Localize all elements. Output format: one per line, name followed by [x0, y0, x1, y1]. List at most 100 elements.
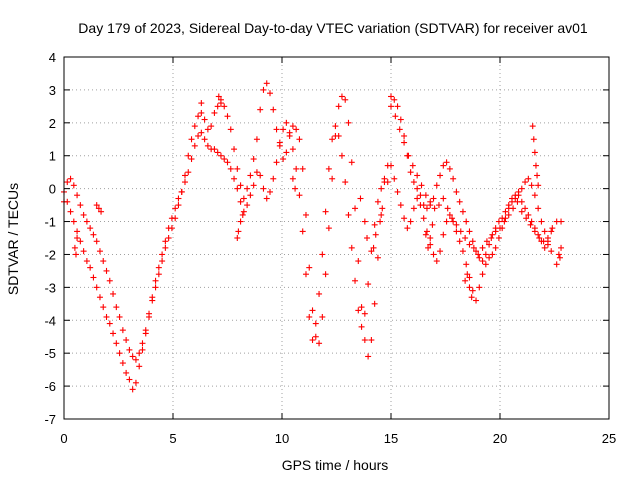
data-point — [123, 369, 130, 376]
data-point — [195, 113, 202, 120]
data-point — [456, 238, 463, 245]
data-point — [427, 198, 434, 205]
data-point — [345, 211, 352, 218]
data-point — [273, 126, 280, 133]
data-point — [522, 179, 529, 186]
data-point — [263, 195, 270, 202]
data-point — [456, 198, 463, 205]
data-point — [431, 205, 438, 212]
data-point — [535, 182, 542, 189]
data-point — [525, 211, 532, 218]
data-point — [535, 231, 542, 238]
data-point — [531, 228, 538, 235]
data-point — [453, 221, 460, 228]
data-point — [211, 146, 218, 153]
data-point — [217, 152, 224, 159]
chart-title: Day 179 of 2023, Sidereal Day-to-day VTE… — [78, 20, 588, 36]
data-point — [418, 182, 425, 189]
data-point — [98, 208, 105, 215]
data-point — [469, 238, 476, 245]
data-point — [508, 198, 515, 205]
data-point — [444, 205, 451, 212]
data-point — [422, 192, 429, 199]
data-point — [253, 136, 260, 143]
data-point — [257, 106, 264, 113]
data-point — [237, 218, 244, 225]
data-point — [540, 238, 547, 245]
data-point — [414, 185, 421, 192]
data-point — [558, 244, 565, 251]
data-point — [312, 333, 319, 340]
data-point — [505, 211, 512, 218]
data-point — [378, 185, 385, 192]
data-point — [191, 142, 198, 149]
data-point — [162, 244, 169, 251]
data-point — [247, 192, 254, 199]
data-point — [397, 202, 404, 209]
data-point — [67, 208, 74, 215]
y-tick-label: 2 — [49, 116, 56, 131]
data-point — [221, 103, 228, 110]
data-point — [139, 340, 146, 347]
data-point — [512, 195, 519, 202]
data-point — [123, 337, 130, 344]
data-point — [110, 330, 117, 337]
data-point — [449, 215, 456, 222]
data-point — [159, 251, 166, 258]
data-point — [110, 290, 117, 297]
data-point — [67, 175, 74, 182]
y-tick-label: 4 — [49, 50, 56, 65]
data-point — [93, 238, 100, 245]
data-point — [372, 231, 379, 238]
data-point — [332, 123, 339, 130]
data-point — [423, 205, 430, 212]
data-point — [325, 165, 332, 172]
y-tick-label: -7 — [44, 412, 56, 427]
data-point — [74, 235, 81, 241]
x-tick-label: 25 — [602, 431, 616, 446]
y-tick-label: -5 — [44, 346, 56, 361]
data-point — [267, 90, 274, 97]
data-point — [463, 261, 470, 268]
data-point — [71, 244, 78, 251]
data-point — [495, 235, 502, 241]
data-point — [83, 218, 90, 225]
data-point — [345, 119, 352, 126]
data-point — [119, 360, 126, 367]
data-point — [427, 235, 434, 241]
data-point — [237, 182, 244, 189]
data-point — [96, 248, 103, 255]
data-point — [466, 284, 473, 291]
data-point — [417, 202, 424, 209]
data-point — [522, 205, 529, 212]
data-point — [80, 248, 87, 255]
data-point — [518, 208, 525, 215]
data-point — [515, 192, 522, 199]
data-point — [309, 307, 316, 314]
data-point — [204, 142, 211, 149]
data-point — [396, 126, 403, 133]
data-point — [204, 126, 211, 133]
data-point — [462, 235, 469, 241]
data-point — [250, 156, 257, 163]
data-point — [528, 218, 535, 225]
data-point — [482, 251, 489, 258]
gridlines — [64, 57, 609, 419]
data-point — [214, 149, 221, 156]
data-point — [292, 185, 299, 192]
data-point — [142, 330, 149, 337]
data-point — [450, 175, 457, 182]
data-point — [401, 139, 408, 146]
data-point — [93, 202, 100, 209]
data-point — [531, 149, 538, 156]
data-point — [116, 313, 123, 320]
data-point — [497, 225, 503, 232]
data-point — [459, 248, 466, 255]
data-point — [329, 136, 336, 143]
data-point — [538, 218, 545, 225]
data-point — [181, 172, 188, 179]
data-point — [368, 248, 375, 255]
x-tick-label: 0 — [60, 431, 67, 446]
data-point — [146, 313, 153, 320]
